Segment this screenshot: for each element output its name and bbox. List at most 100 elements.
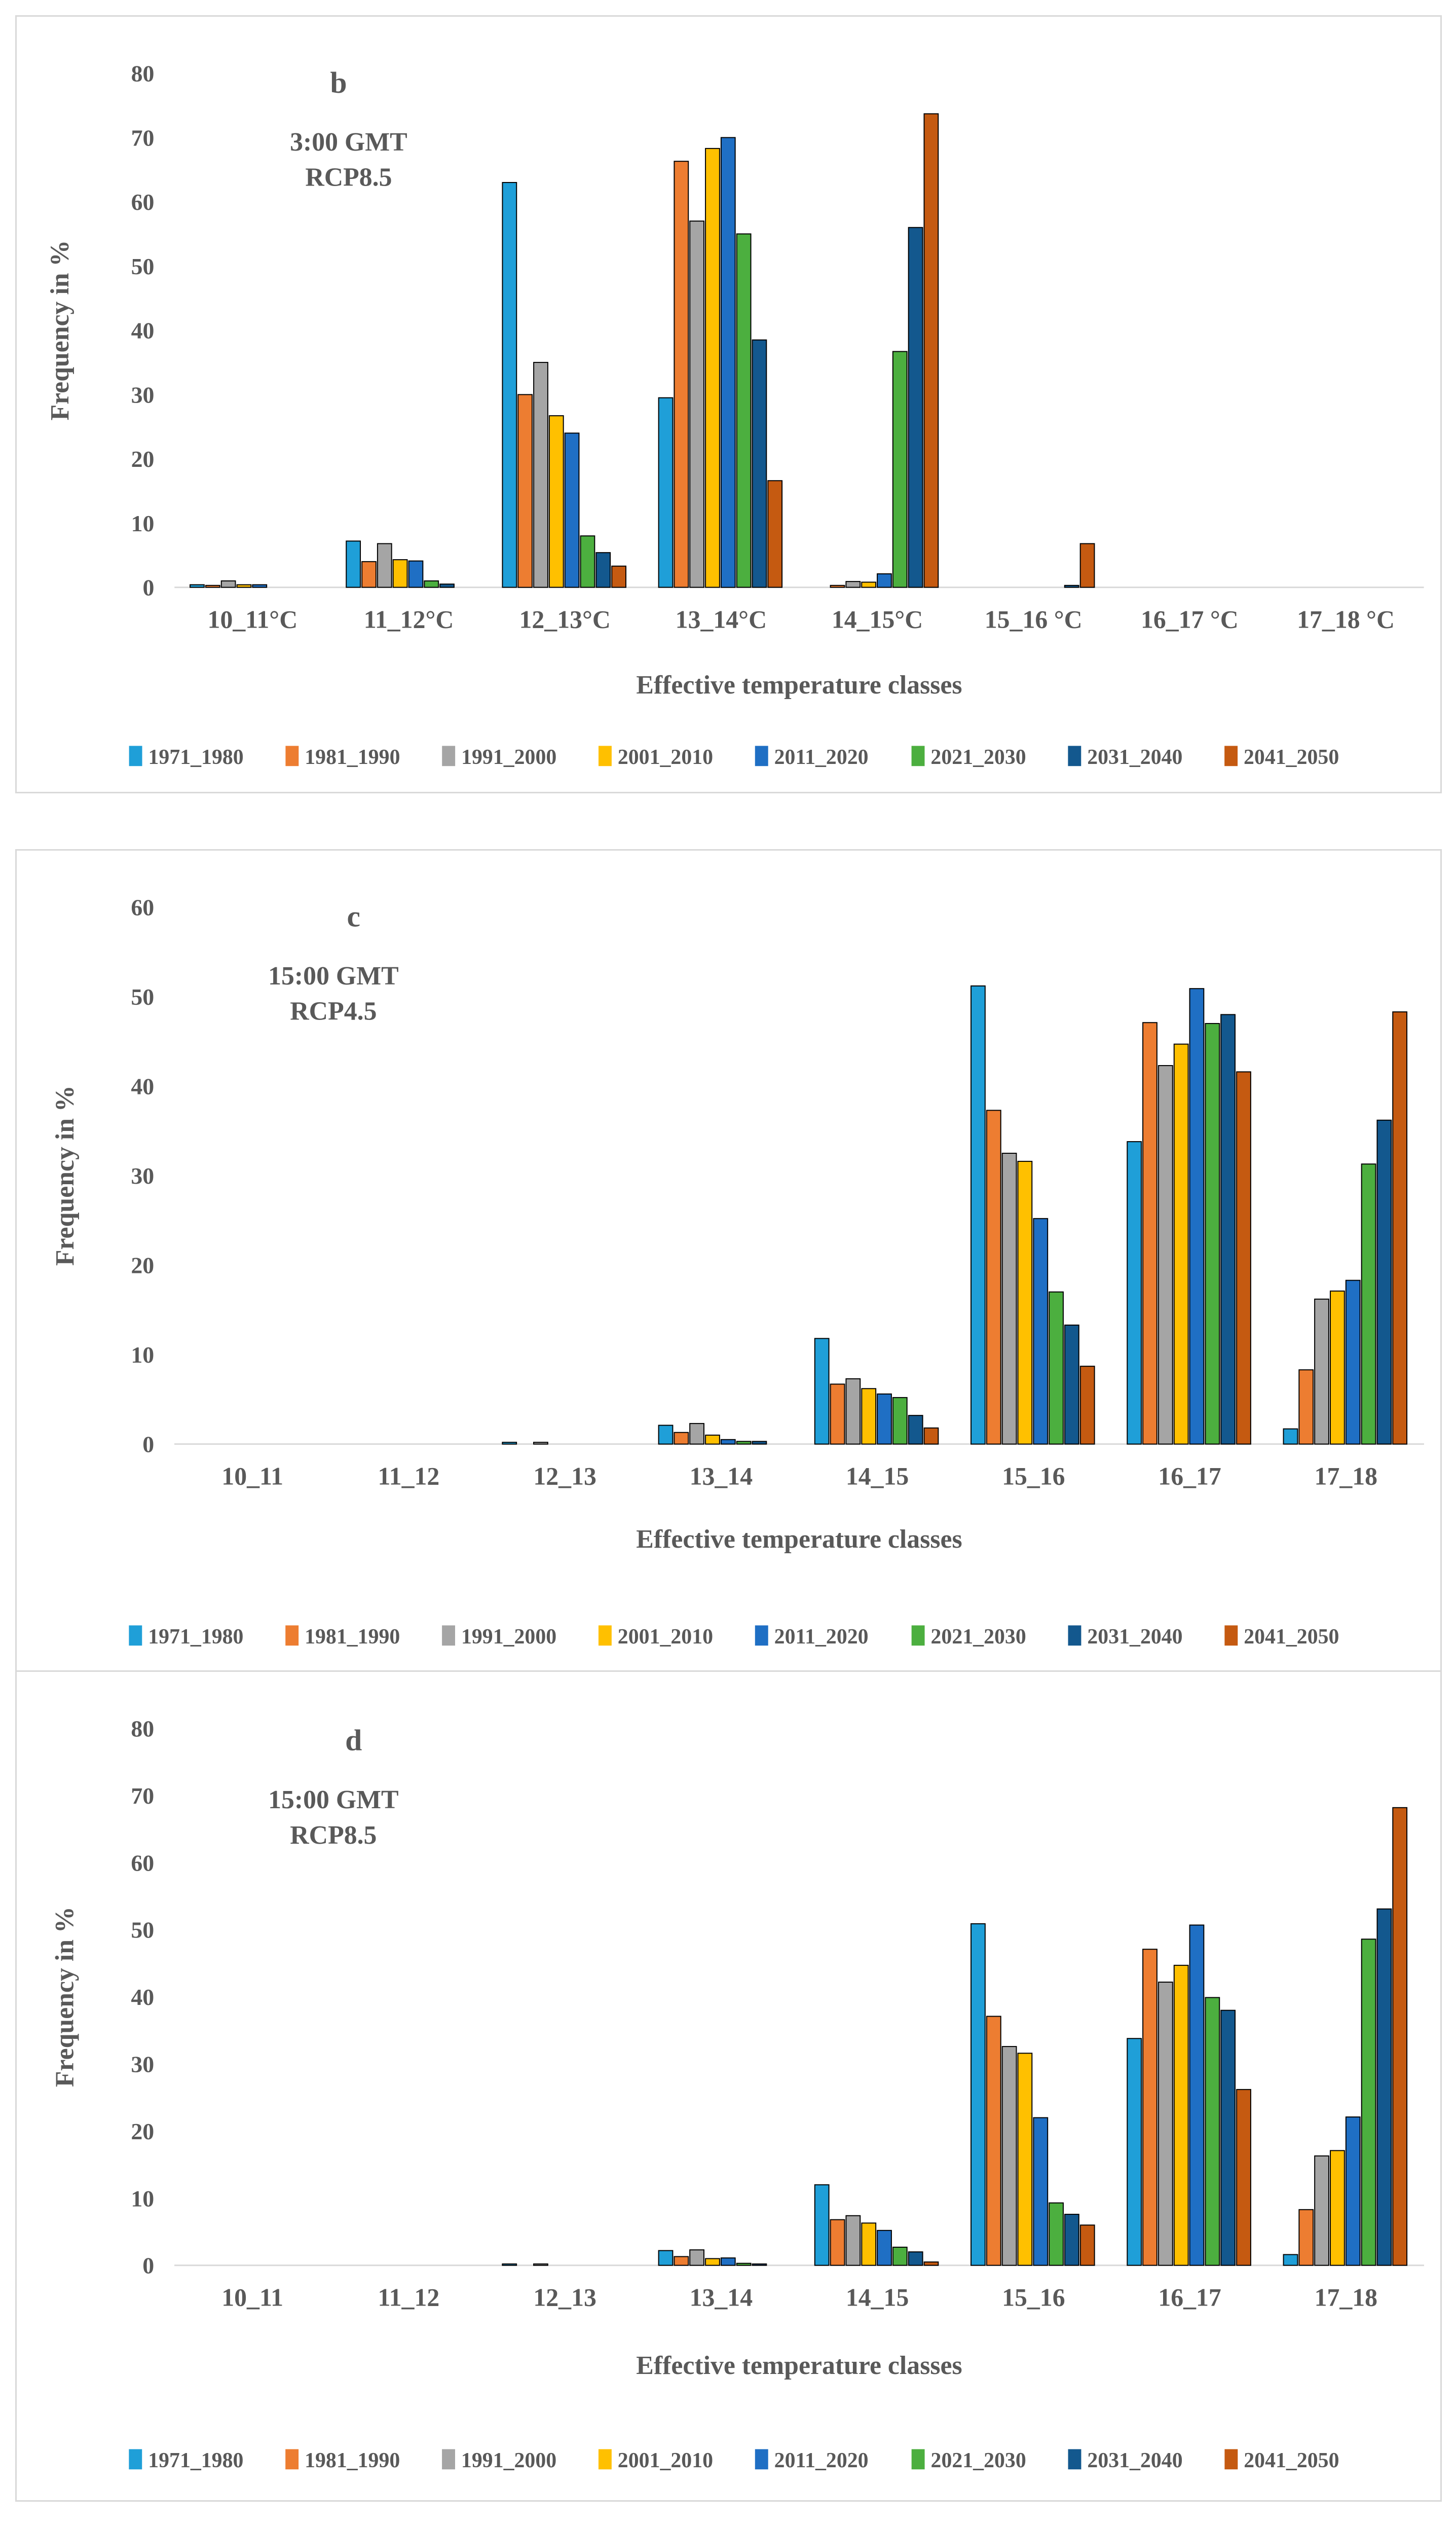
legend-label: 1981_1990 xyxy=(305,2449,400,2472)
bar-2011_2020 xyxy=(877,2229,892,2266)
legend-label: 2031_2040 xyxy=(1087,2449,1182,2472)
y-tick-label: 50 xyxy=(131,253,155,279)
chart-panel-c: 0 10 20 30 40 50 60 10_11 11_12 12_13 13_14 14_15 15… xyxy=(15,849,1442,1673)
bar-2021_2030 xyxy=(1205,1023,1220,1445)
x-tick-label: 17_18 xyxy=(1315,1462,1378,1490)
y-axis-title: Frequency in % xyxy=(51,1085,80,1266)
x-tick-label: 16_17 xyxy=(1158,1462,1221,1490)
legend-swatch xyxy=(598,2449,612,2470)
y-tick-label: 60 xyxy=(131,189,155,215)
legend-label: 2021_2030 xyxy=(931,2449,1026,2472)
x-axis-title: Effective temperature classes xyxy=(636,671,962,700)
bar-1971_1980 xyxy=(658,1424,674,1445)
bar-1991_2000 xyxy=(533,2263,548,2266)
bar-1981_1990 xyxy=(674,2256,689,2266)
x-tick-label: 16_17 °C xyxy=(1141,605,1239,633)
legend-swatch xyxy=(599,746,612,766)
bar-1971_1980 xyxy=(970,1923,986,2266)
bar-1981_1990 xyxy=(830,584,845,588)
bar-2011_2020 xyxy=(1189,988,1205,1445)
x-tick-label: 15_16 °C xyxy=(985,605,1082,633)
legend-label: 1971_1980 xyxy=(148,2449,243,2472)
bar-2031_2040 xyxy=(908,2251,923,2266)
x-tick-label: 15_16 xyxy=(1002,2283,1065,2311)
bar-2021_2030 xyxy=(892,351,908,588)
y-tick-label: 30 xyxy=(131,2051,154,2077)
bar-2001_2010 xyxy=(861,1388,877,1445)
annotation-text: RCP8.5 xyxy=(290,1821,377,1850)
bar-1991_2000 xyxy=(533,1442,548,1445)
bar-2001_2010 xyxy=(861,581,877,588)
bar-2021_2030 xyxy=(1361,1163,1376,1445)
bar-1971_1980 xyxy=(814,2184,830,2266)
y-tick-label: 40 xyxy=(131,1074,154,1100)
x-tick-label: 11_12 xyxy=(378,2283,440,2311)
bar-2001_2010 xyxy=(1330,2150,1345,2266)
panel-label: c xyxy=(347,899,360,933)
legend-swatch xyxy=(755,2449,768,2470)
bar-1981_1990 xyxy=(986,2016,1001,2266)
legend-swatch xyxy=(442,2449,455,2470)
legend-label: 2031_2040 xyxy=(1087,746,1182,769)
bar-2041_2050 xyxy=(611,565,626,588)
bar-1981_1990 xyxy=(674,161,689,588)
y-tick-label: 40 xyxy=(131,318,155,344)
y-axis-title: Frequency in % xyxy=(46,240,74,421)
bar-2001_2010 xyxy=(236,584,252,588)
y-tick-label: 80 xyxy=(131,1716,154,1742)
legend-swatch xyxy=(911,2449,925,2470)
bar-2011_2020 xyxy=(252,584,268,588)
bar-2011_2020 xyxy=(564,432,580,588)
bar-1991_2000 xyxy=(689,221,704,588)
bar-2031_2040 xyxy=(595,552,611,588)
bar-1981_1990 xyxy=(205,584,220,588)
bar-1981_1990 xyxy=(830,1383,845,1445)
bar-1991_2000 xyxy=(1158,1982,1173,2266)
y-tick-label: 50 xyxy=(131,984,154,1010)
bar-1981_1990 xyxy=(986,1110,1001,1445)
bar-1971_1980 xyxy=(502,182,517,588)
bar-1991_2000 xyxy=(377,543,392,588)
y-tick-label: 20 xyxy=(131,446,155,472)
bar-1981_1990 xyxy=(517,394,533,588)
legend-label: 2001_2010 xyxy=(618,1625,713,1649)
x-tick-label: 16_17 xyxy=(1158,2283,1221,2311)
legend-swatch xyxy=(442,1625,455,1646)
legend-label: 1981_1990 xyxy=(305,746,400,769)
legend-label: 1971_1980 xyxy=(148,1625,243,1649)
bar-2031_2040 xyxy=(1064,1324,1079,1445)
bar-2031_2040 xyxy=(752,1441,767,1445)
x-tick-label: 14_15 xyxy=(846,1462,909,1490)
bar-1991_2000 xyxy=(845,1378,861,1445)
bar-2001_2010 xyxy=(1017,2053,1033,2266)
x-tick-label: 12_13 xyxy=(533,2283,596,2311)
bar-1971_1980 xyxy=(190,584,205,588)
bar-1971_1980 xyxy=(1283,1428,1298,1445)
bar-2001_2010 xyxy=(705,2258,720,2266)
bar-2041_2050 xyxy=(1392,1011,1408,1445)
bar-1991_2000 xyxy=(689,2249,704,2266)
bar-1991_2000 xyxy=(1001,1152,1017,1445)
y-tick-label: 50 xyxy=(131,1917,154,1943)
bar-2041_2050 xyxy=(923,113,939,588)
legend-label: 1991_2000 xyxy=(461,746,556,769)
y-tick-label: 70 xyxy=(131,1783,154,1809)
bar-2041_2050 xyxy=(1236,2089,1251,2266)
y-tick-label: 10 xyxy=(131,2185,154,2211)
x-tick-label: 13_14 xyxy=(690,2283,753,2311)
bar-2011_2020 xyxy=(720,137,736,588)
bar-2021_2030 xyxy=(736,233,752,588)
legend-swatch xyxy=(129,1625,142,1646)
bar-1991_2000 xyxy=(533,361,548,588)
y-tick-label: 70 xyxy=(131,125,155,151)
bar-2021_2030 xyxy=(1361,1939,1376,2266)
bar-2031_2040 xyxy=(908,1415,923,1445)
bar-2021_2030 xyxy=(892,1397,908,1445)
legend-swatch xyxy=(755,746,768,766)
x-tick-label: 10_11°C xyxy=(208,605,298,633)
legend-label: 1991_2000 xyxy=(461,2449,556,2472)
bar-2001_2010 xyxy=(705,1435,720,1445)
bar-1991_2000 xyxy=(220,580,236,588)
legend-label: 2021_2030 xyxy=(930,746,1026,769)
bar-2031_2040 xyxy=(1376,1908,1392,2266)
